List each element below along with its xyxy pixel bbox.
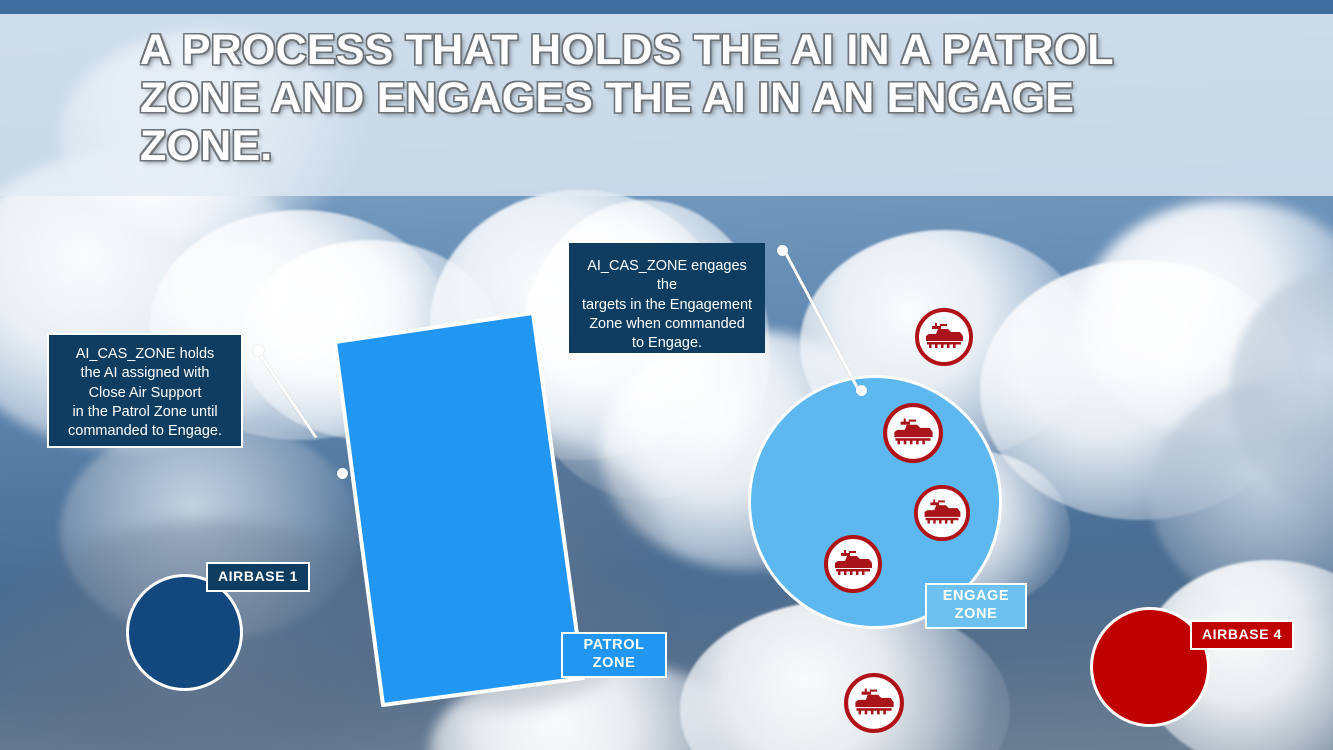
label-patrol-zone[interactable]: PATROL ZONE [561, 632, 667, 678]
armored-vehicle-icon [855, 688, 894, 715]
target-marker-2[interactable] [882, 402, 944, 464]
armored-vehicle-icon [835, 550, 872, 575]
top-accent-strip [0, 0, 1333, 14]
callout-line: Close Air Support [88, 384, 202, 401]
callout-line: to Engage. [631, 335, 703, 352]
title-band [0, 14, 1333, 196]
callout-line: AI_CAS_ZONE holds [75, 346, 215, 362]
armored-vehicle-icon [926, 323, 963, 348]
leader-dot-start-patrol [253, 345, 264, 356]
leader-dot-end-engage [856, 385, 867, 396]
label-text: ENGAGE [942, 588, 1010, 605]
label-text: ZONE [592, 655, 636, 671]
target-marker-5[interactable] [843, 672, 905, 734]
callout-line: the AI assigned with [80, 365, 210, 382]
label-text: AIRBASE 4 [1201, 626, 1283, 643]
callout-line: AI_CAS_ZONE engages the [587, 258, 747, 294]
label-engage-zone[interactable]: ENGAGE ZONE [925, 583, 1027, 629]
armored-vehicle-icon [894, 418, 933, 445]
callout-engage-zone[interactable]: AI_CAS_ZONE engages the targets in the E… [569, 243, 765, 353]
armored-vehicle-icon [924, 499, 961, 524]
page-title: A PROCESS THAT HOLDS THE AI IN A PATROL … [140, 26, 1113, 171]
leader-dot-start-engage [777, 245, 788, 256]
callout-line: commanded to Engage. [68, 423, 222, 440]
target-marker-3[interactable] [913, 484, 971, 542]
label-airbase-4[interactable]: AIRBASE 4 [1190, 620, 1294, 650]
patrol-zone-shape[interactable] [330, 308, 588, 707]
callout-line: in the Patrol Zone until [72, 403, 218, 420]
label-airbase-1[interactable]: AIRBASE 1 [206, 562, 310, 592]
callout-line: targets in the Engagement [581, 296, 753, 313]
airbase-1-marker[interactable] [126, 574, 243, 691]
label-text: AIRBASE 1 [217, 568, 299, 585]
label-text: PATROL [583, 637, 645, 654]
callout-line: Zone when commanded [589, 315, 745, 332]
target-marker-4[interactable] [823, 534, 883, 594]
leader-dot-end-patrol [337, 468, 348, 479]
callout-patrol-zone[interactable]: AI_CAS_ZONE holds the AI assigned with C… [47, 333, 243, 448]
target-marker-1[interactable] [914, 307, 974, 367]
label-text: ZONE [954, 606, 998, 622]
